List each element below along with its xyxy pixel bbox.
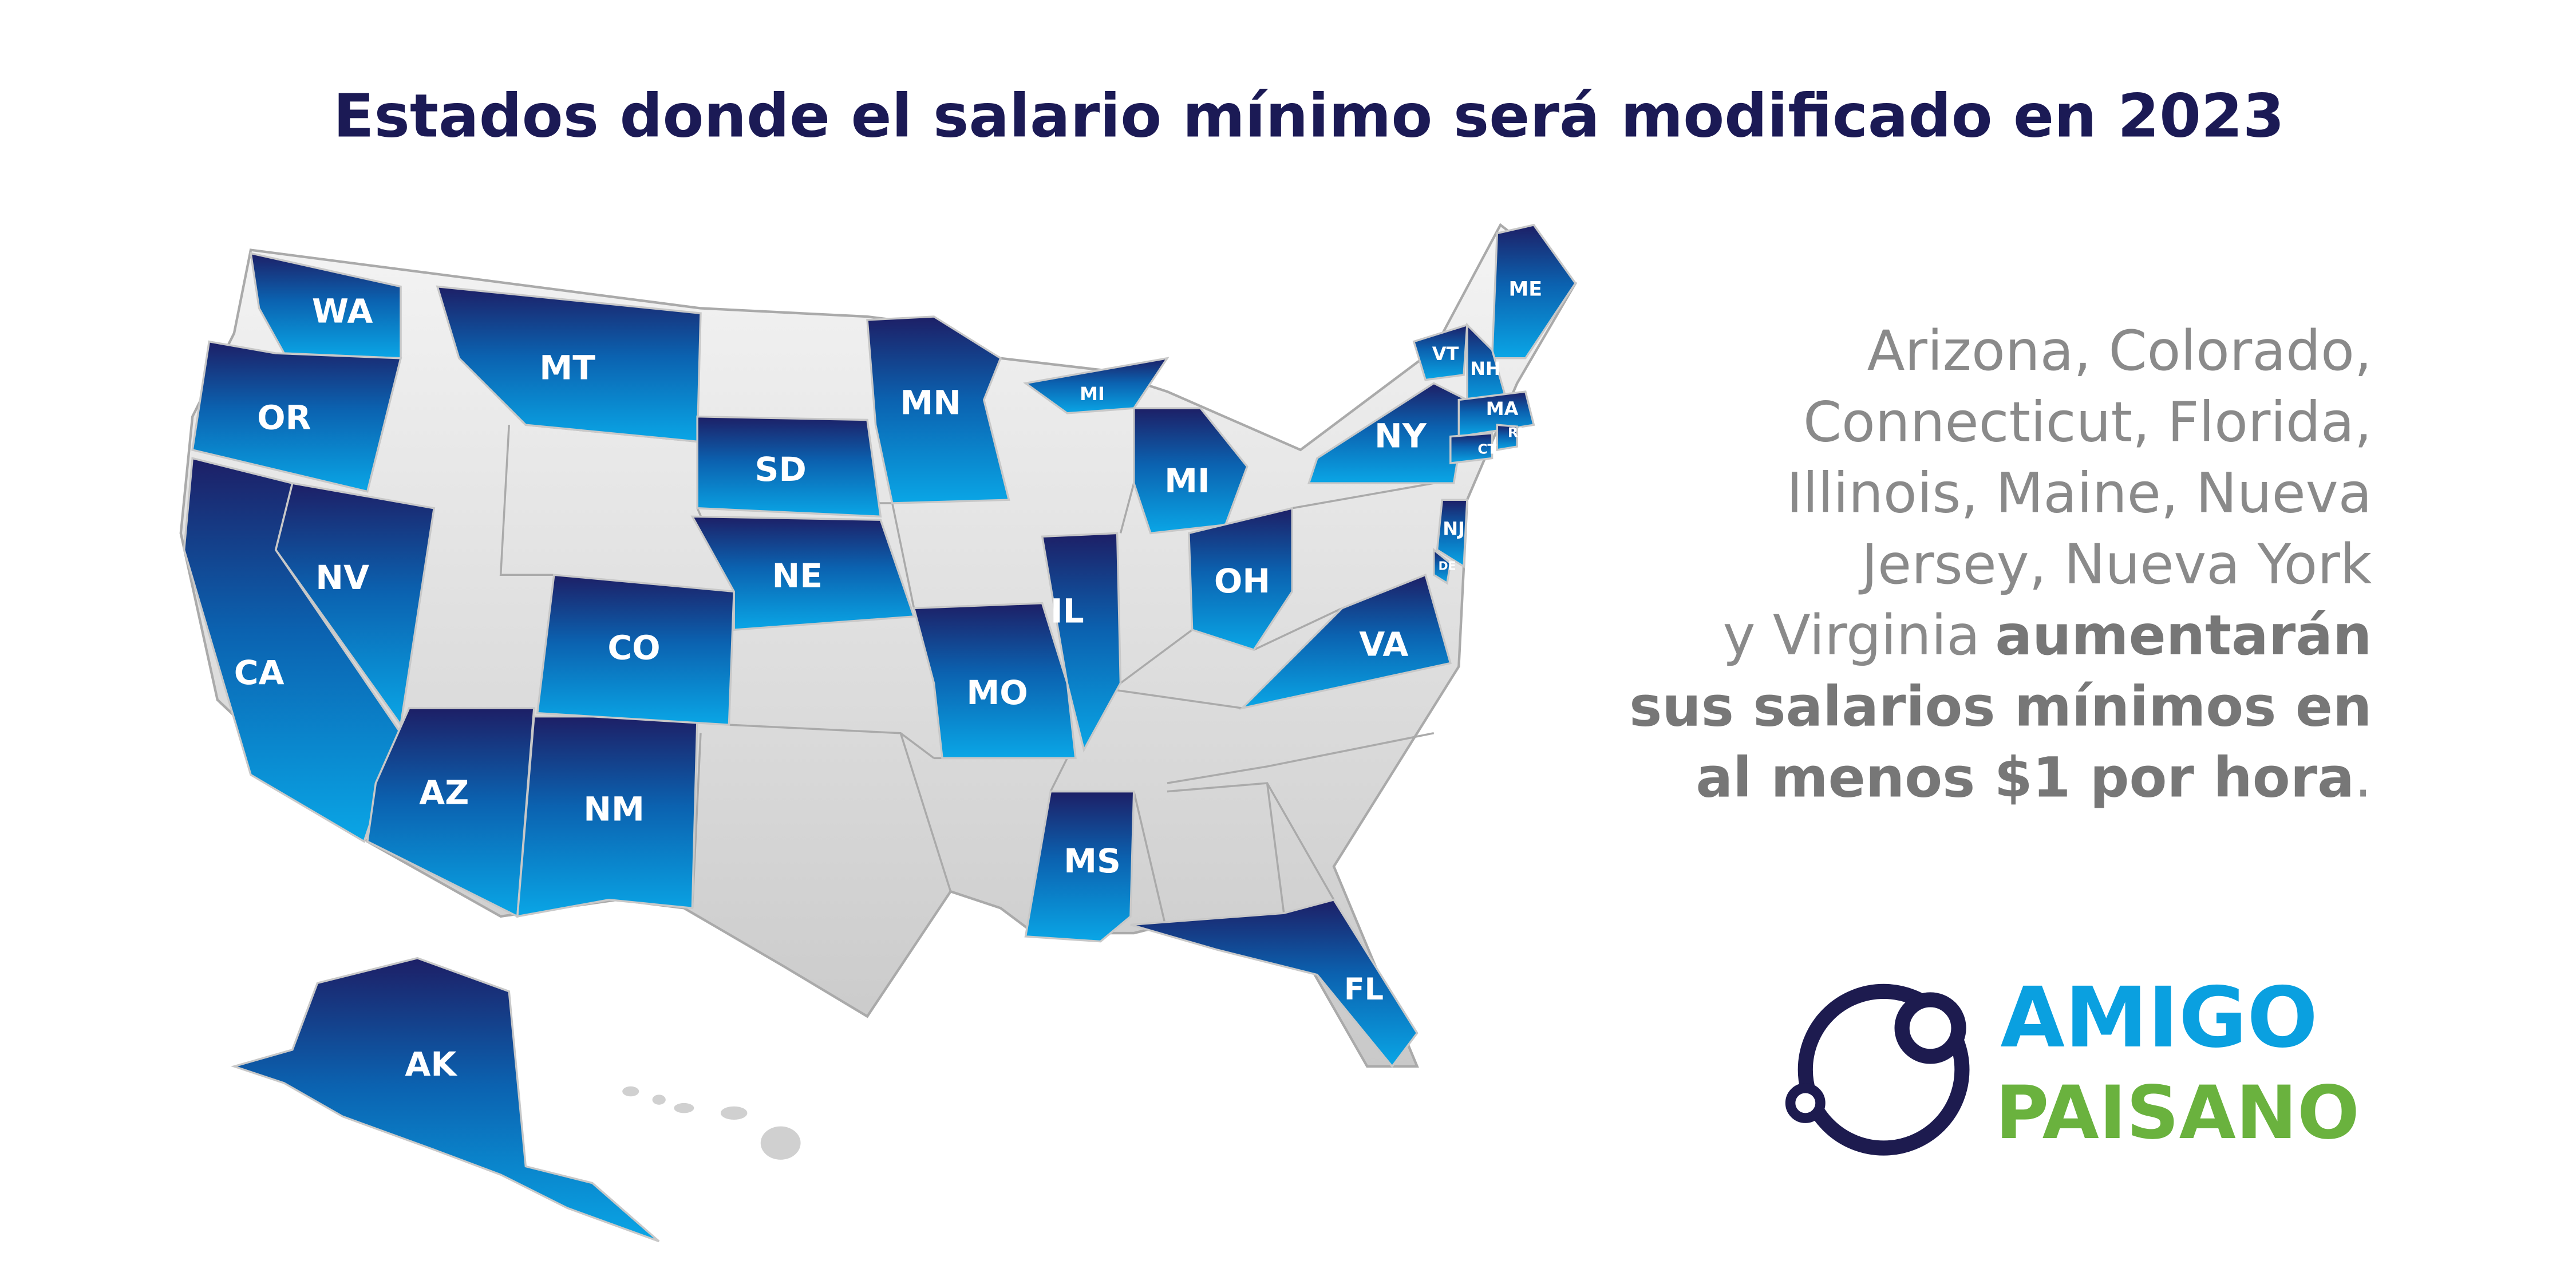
- description-text: Arizona, Colorado,: [1867, 319, 2372, 383]
- state-label: IL: [1050, 591, 1084, 630]
- logo-dot: [1785, 1082, 1826, 1123]
- description-text: y Virginia: [1723, 604, 1981, 668]
- description-text: Jersey, Nueva York: [1859, 532, 2372, 596]
- state-label: NH: [1470, 358, 1501, 380]
- description-line: sus salarios mínimos en: [1629, 675, 2372, 739]
- description-bold: al menos $1 por hora: [1696, 746, 2354, 810]
- description-bold: sus salarios mínimos en: [1629, 675, 2372, 739]
- logo-text: AMIGO: [2000, 970, 2318, 1066]
- state-shape: [912, 602, 1077, 760]
- description-line: Illinois, Maine, Nueva: [1787, 461, 2372, 526]
- description: Arizona, Colorado, Connecticut, Florida,I…: [1629, 319, 2372, 810]
- state-label: RI: [1508, 425, 1523, 440]
- state-label: CO: [607, 628, 660, 667]
- description-line: Jersey, Nueva York: [1859, 532, 2372, 596]
- state-label: FL: [1344, 972, 1384, 1007]
- description-bold: aumentarán: [1995, 604, 2372, 668]
- hawaii: [622, 1086, 801, 1160]
- state-label: MS: [1064, 841, 1121, 880]
- state-label: NM: [583, 790, 645, 829]
- description-line: al menos $1 por hora.: [1696, 746, 2372, 810]
- state-shape: [1412, 323, 1468, 381]
- state-label: AZ: [419, 773, 469, 812]
- logo-text: PAISANO: [1996, 1070, 2360, 1156]
- state-shape: [690, 515, 915, 631]
- description-line: y Virginia aumentarán: [1723, 604, 2372, 668]
- logo: AMIGO PAISANO: [1785, 970, 2360, 1156]
- state-shape: [1307, 382, 1468, 484]
- state-label: MT: [539, 348, 595, 387]
- logo-ring: [1797, 983, 1970, 1156]
- state-label: MI: [1080, 383, 1105, 405]
- highlighted-states: WA OR CA NV AZ NM CO MT SD NE MN MO IL MS MI MI OH VA FL NY…: [183, 223, 1577, 1243]
- state-label: NV: [315, 558, 369, 597]
- state-shape: [1491, 223, 1577, 359]
- state-label: DE: [1439, 559, 1456, 573]
- state-shape: [366, 707, 535, 918]
- state-shape: [696, 415, 882, 518]
- state-label: CT: [1477, 441, 1496, 457]
- state-label: VT: [1432, 343, 1459, 365]
- state-shape: [1023, 357, 1170, 414]
- state-label: MO: [966, 673, 1028, 712]
- state-shape: [536, 574, 735, 726]
- state-label: WA: [312, 291, 373, 330]
- description-line: Arizona, Colorado,: [1867, 319, 2372, 383]
- state-shape: [1188, 507, 1294, 651]
- state-label: MI: [1164, 461, 1210, 500]
- description-end: .: [2354, 746, 2372, 810]
- state-shape: [1436, 499, 1468, 568]
- state-label: NJ: [1443, 518, 1465, 540]
- description-text: Connecticut, Florida,: [1803, 390, 2372, 455]
- state-shape: [866, 315, 1010, 504]
- state-shape: [436, 285, 702, 443]
- state-shape: [1457, 390, 1535, 438]
- state-shape: [1024, 790, 1135, 943]
- state-shape: [1449, 432, 1494, 465]
- state-shape: [1432, 547, 1452, 585]
- description-text: Illinois, Maine, Nueva: [1787, 461, 2372, 526]
- state-label: OR: [257, 398, 311, 437]
- state-shape: [1239, 573, 1452, 710]
- state-shape: [1041, 532, 1122, 753]
- state-label: SD: [755, 450, 807, 489]
- state-label: VA: [1359, 625, 1408, 663]
- state-shape: [231, 957, 660, 1243]
- state-label: AK: [405, 1045, 457, 1084]
- description-line: Connecticut, Florida,: [1803, 390, 2372, 455]
- state-label: NY: [1374, 417, 1427, 456]
- state-shape: [1130, 898, 1419, 1068]
- us-map: WA OR CA NV AZ NM CO MT SD NE MN MO IL MS MI MI OH VA FL NY…: [179, 223, 1577, 1243]
- logo-dot: [1894, 992, 1966, 1064]
- state-shape: [191, 340, 402, 493]
- state-label: MN: [900, 383, 961, 422]
- state-label: ME: [1508, 278, 1542, 301]
- state-shape: [1496, 424, 1518, 451]
- state-label: CA: [234, 653, 285, 692]
- title: Estados donde el salario mínimo será mod…: [333, 81, 2285, 151]
- state-label: NE: [772, 556, 823, 595]
- state-label: MA: [1486, 398, 1519, 420]
- state-label: OH: [1214, 562, 1270, 600]
